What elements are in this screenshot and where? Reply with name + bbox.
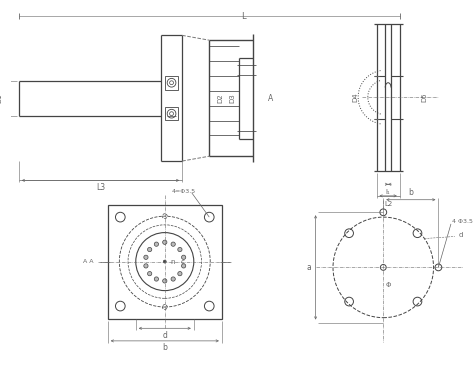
Bar bbox=[108, 205, 222, 319]
Text: 4=Φ3.5: 4=Φ3.5 bbox=[172, 188, 196, 193]
Text: D2: D2 bbox=[218, 93, 224, 103]
Text: l₁: l₁ bbox=[386, 189, 391, 195]
Circle shape bbox=[182, 264, 186, 268]
Text: a: a bbox=[307, 263, 311, 272]
Text: D4: D4 bbox=[352, 92, 358, 102]
Circle shape bbox=[163, 260, 166, 263]
Circle shape bbox=[148, 272, 152, 276]
Text: c: c bbox=[180, 259, 184, 265]
Text: A: A bbox=[268, 94, 273, 103]
Circle shape bbox=[163, 240, 167, 244]
Text: n: n bbox=[170, 259, 175, 265]
Circle shape bbox=[144, 264, 148, 268]
Text: b: b bbox=[408, 188, 413, 198]
Text: b: b bbox=[162, 343, 167, 352]
Text: D1: D1 bbox=[0, 93, 2, 103]
Circle shape bbox=[178, 272, 182, 276]
Circle shape bbox=[163, 279, 167, 283]
Text: A A: A A bbox=[83, 259, 94, 264]
Circle shape bbox=[171, 277, 175, 281]
Text: d: d bbox=[458, 232, 463, 237]
Text: L2: L2 bbox=[384, 201, 392, 206]
Text: d: d bbox=[162, 331, 167, 340]
Text: Φ: Φ bbox=[385, 282, 391, 288]
Circle shape bbox=[148, 247, 152, 252]
Text: D3: D3 bbox=[229, 93, 236, 103]
Bar bbox=[165, 107, 178, 120]
Bar bbox=[165, 76, 178, 90]
Circle shape bbox=[182, 255, 186, 259]
Circle shape bbox=[178, 247, 182, 252]
Text: 4 Φ3.5: 4 Φ3.5 bbox=[452, 219, 473, 224]
Circle shape bbox=[154, 242, 158, 246]
Text: L3: L3 bbox=[96, 183, 105, 192]
Circle shape bbox=[144, 255, 148, 259]
Text: L: L bbox=[241, 11, 245, 21]
Circle shape bbox=[154, 277, 158, 281]
Text: D5: D5 bbox=[421, 92, 427, 102]
Circle shape bbox=[171, 242, 175, 246]
